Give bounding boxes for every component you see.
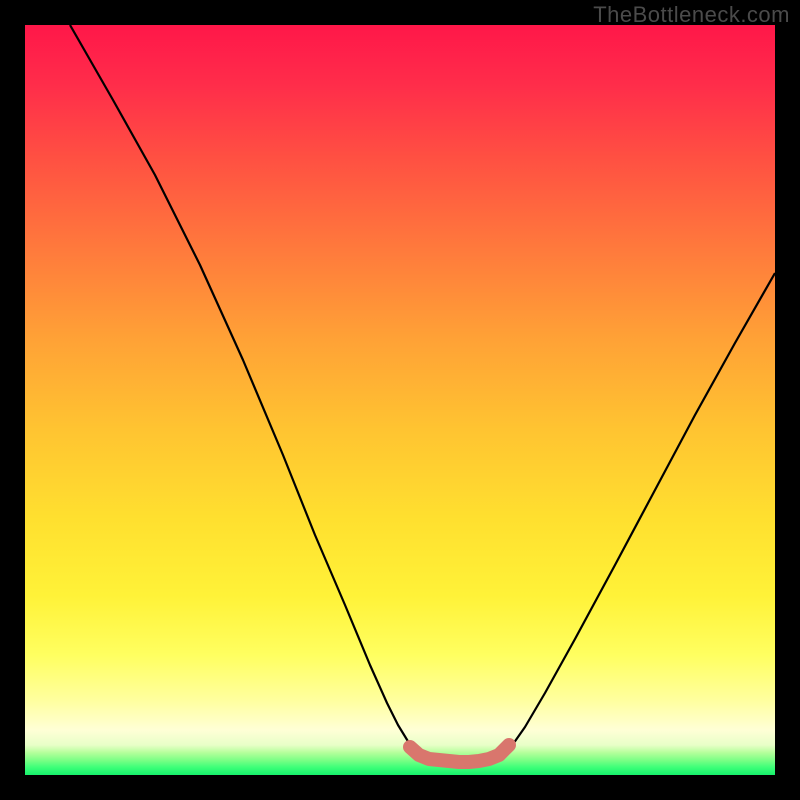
plot-area xyxy=(25,25,775,775)
bottleneck-curve xyxy=(70,25,775,760)
watermark-text: TheBottleneck.com xyxy=(593,2,790,28)
chart-frame: TheBottleneck.com xyxy=(0,0,800,800)
valley-marker xyxy=(410,745,509,762)
bottleneck-curve-overlay xyxy=(25,25,775,775)
